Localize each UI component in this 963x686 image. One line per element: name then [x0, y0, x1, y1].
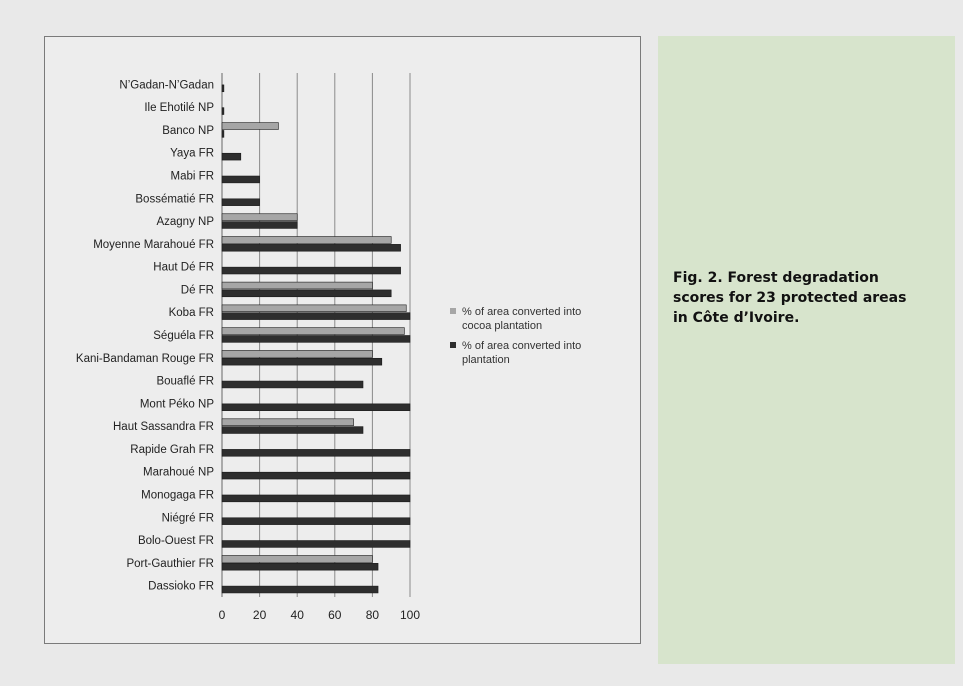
bar-plantation: [221, 494, 411, 503]
category-label: Monogaga FR: [141, 489, 214, 501]
category-label: Koba FR: [169, 307, 214, 319]
category-label: Yaya FR: [170, 148, 214, 160]
bar-plantation: [221, 471, 411, 480]
bar-plantation: [221, 130, 225, 138]
x-tick-label: 40: [291, 608, 305, 622]
category-label: Bossématié FR: [135, 193, 214, 205]
category-label: Marahoué NP: [143, 467, 214, 479]
bar-plantation: [221, 540, 411, 548]
chart-frame: 0 20 40 60 80 100 N’Gadan-N’Gadan Ile Ehotilé N…: [44, 36, 641, 644]
category-label: Dassioko FR: [148, 581, 214, 593]
category-label: Bouaflé FR: [156, 376, 214, 388]
bar-cocoa: [221, 213, 298, 221]
bar-cocoa: [221, 418, 354, 426]
category-label: Kani-Bandaman Rouge FR: [76, 353, 214, 365]
bar-cocoa: [221, 281, 373, 290]
x-tick-label: 20: [253, 608, 267, 622]
bar-plantation: [221, 107, 225, 115]
bar-plantation: [221, 563, 379, 571]
bar-cocoa: [221, 122, 279, 130]
category-label: Rapide Grah FR: [130, 444, 214, 456]
category-label: Azagny NP: [156, 216, 214, 228]
bar-plantation: [221, 449, 411, 457]
bar-plantation: [221, 266, 401, 275]
category-label: Haut Dé FR: [153, 262, 214, 274]
bar-plantation: [221, 221, 298, 229]
bar-plantation: [221, 312, 411, 320]
bar-cocoa: [221, 327, 405, 335]
bar-plantation: [221, 426, 364, 434]
legend-label: % of area converted into plantation: [462, 340, 581, 366]
bar-plantation: [221, 357, 383, 366]
bar-plantation: [221, 244, 401, 252]
category-label: Séguéla FR: [153, 330, 214, 342]
bar-plantation: [221, 380, 364, 389]
legend-swatch: [450, 308, 456, 314]
bar-cocoa: [221, 304, 407, 313]
bar-plantation: [221, 403, 411, 411]
category-label: Port-Gauthier FR: [126, 558, 214, 570]
category-label: Banco NP: [162, 125, 214, 137]
bar-plantation: [221, 175, 260, 184]
bar-cocoa: [221, 350, 373, 358]
category-label: Haut Sassandra FR: [113, 421, 214, 433]
category-label: Mont Péko NP: [140, 398, 214, 410]
category-label: Ile Ehotilé NP: [144, 102, 214, 114]
category-label: Dé FR: [181, 284, 214, 296]
category-label: Moyenne Marahoué FR: [93, 239, 214, 251]
x-tick-label: 80: [366, 608, 380, 622]
bar-cocoa: [221, 555, 373, 563]
x-tick-label: 100: [400, 608, 420, 622]
x-tick-label: 60: [328, 608, 342, 622]
bar-plantation: [221, 289, 392, 298]
category-label: Niégré FR: [162, 512, 214, 524]
bar-plantation: [221, 517, 411, 525]
bar-plantation: [221, 585, 379, 594]
caption-panel: Fig. 2. Forest degradation scores for 23…: [658, 36, 955, 664]
bar-plantation: [221, 84, 225, 93]
x-tick-label: 0: [219, 608, 226, 622]
category-label: Bolo-Ouest FR: [138, 535, 214, 547]
bar-cocoa: [221, 236, 392, 244]
bar-plantation: [221, 198, 260, 206]
bar-plantation: [221, 152, 242, 161]
category-label: Mabi FR: [171, 171, 214, 183]
bar-chart: 0 20 40 60 80 100 N’Gadan-N’Gadan Ile Ehotilé N…: [76, 73, 581, 622]
figure-caption: Fig. 2. Forest degradation scores for 23…: [673, 270, 907, 326]
legend-label: % of area converted into cocoa plantation: [462, 306, 581, 332]
category-label: N’Gadan-N’Gadan: [119, 79, 214, 91]
bar-plantation: [221, 335, 411, 343]
legend-swatch: [450, 342, 456, 348]
